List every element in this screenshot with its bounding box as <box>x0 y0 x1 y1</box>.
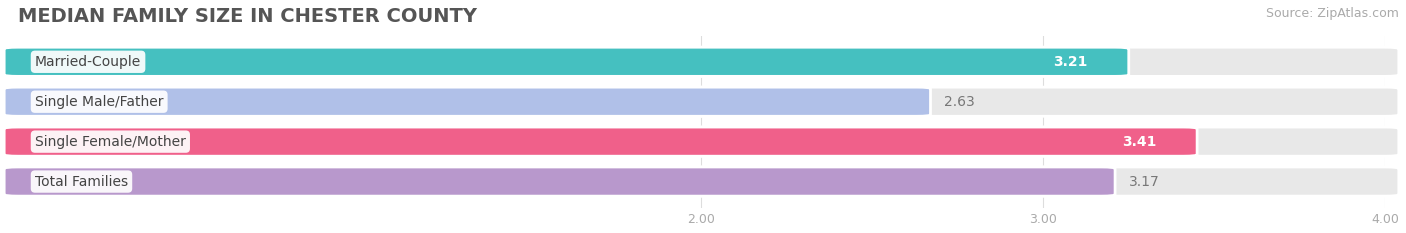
Text: Married-Couple: Married-Couple <box>35 55 141 69</box>
Text: MEDIAN FAMILY SIZE IN CHESTER COUNTY: MEDIAN FAMILY SIZE IN CHESTER COUNTY <box>18 7 477 26</box>
FancyBboxPatch shape <box>4 167 1399 196</box>
FancyBboxPatch shape <box>4 127 1197 156</box>
Text: 3.41: 3.41 <box>1122 135 1156 149</box>
FancyBboxPatch shape <box>4 87 1399 116</box>
Text: 3.21: 3.21 <box>1053 55 1088 69</box>
FancyBboxPatch shape <box>4 47 1129 76</box>
FancyBboxPatch shape <box>4 167 1115 196</box>
Text: Total Families: Total Families <box>35 175 128 188</box>
FancyBboxPatch shape <box>4 47 1399 76</box>
Text: 3.17: 3.17 <box>1129 175 1160 188</box>
Text: 2.63: 2.63 <box>945 95 974 109</box>
Text: Source: ZipAtlas.com: Source: ZipAtlas.com <box>1265 7 1399 20</box>
FancyBboxPatch shape <box>4 87 931 116</box>
Text: Single Male/Father: Single Male/Father <box>35 95 163 109</box>
Text: Single Female/Mother: Single Female/Mother <box>35 135 186 149</box>
FancyBboxPatch shape <box>4 127 1399 156</box>
